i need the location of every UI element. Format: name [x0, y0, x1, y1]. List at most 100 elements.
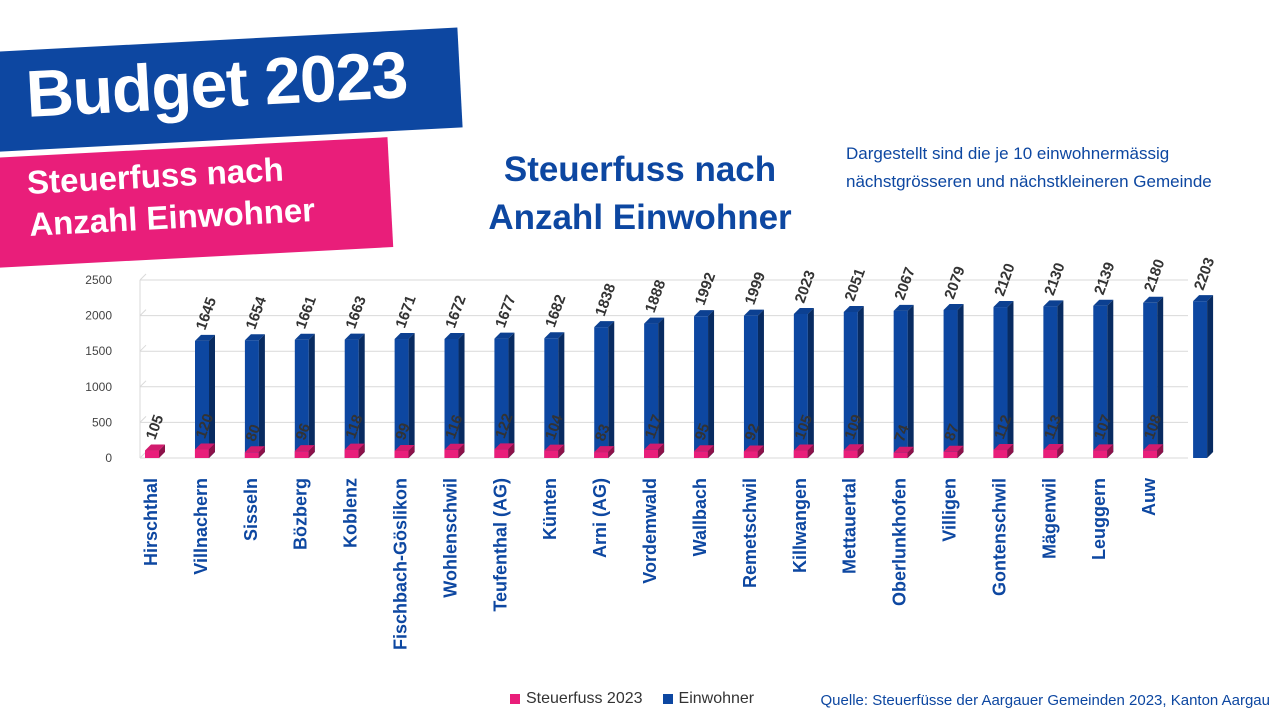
einwohner-bar-side: [957, 303, 964, 458]
steuerfuss-data-label: 87: [941, 422, 963, 443]
x-category-label: Sisseln: [241, 478, 261, 541]
einwohner-bar-side: [458, 332, 465, 458]
grid-line-depth: [139, 416, 147, 423]
einwohner-bar-top: [594, 321, 615, 328]
steuerfuss-bar-top: [145, 444, 165, 451]
einwohner-bar: [344, 339, 359, 458]
einwohner-bar: [244, 340, 259, 458]
steuerfuss-bar: [244, 452, 259, 458]
einwohner-bar-top: [1193, 295, 1214, 302]
einwohner-bar-side: [408, 333, 415, 458]
steuerfuss-bar-top: [693, 445, 714, 452]
einwohner-bar: [1193, 301, 1208, 458]
chart-note-line2: nächstgrösseren und nächstkleineren Geme…: [846, 172, 1212, 191]
x-category-label: Wohlenschwil: [440, 478, 460, 598]
einwohner-bar-side: [308, 333, 315, 458]
steuerfuss-bar-top: [544, 444, 565, 451]
y-tick-label: 0: [105, 451, 112, 465]
einwohner-bar-side: [358, 333, 365, 458]
x-category-label: Arni (AG): [590, 478, 610, 558]
einwohner-bar: [943, 309, 958, 458]
einwohner-bar-side: [757, 309, 764, 458]
legend-label-steuerfuss: Steuerfuss 2023: [526, 690, 643, 707]
steuerfuss-bar-side: [608, 446, 615, 458]
x-category-label: Hirschthal: [141, 478, 161, 566]
einwohner-bar-side: [209, 334, 215, 458]
steuerfuss-bar-side: [757, 445, 764, 458]
einwohner-data-label: 1661: [293, 294, 320, 331]
einwohner-data-label: 2023: [792, 268, 819, 305]
steuerfuss-bar-top: [344, 443, 365, 450]
x-category-label: Teufenthal (AG): [490, 478, 510, 612]
steuerfuss-bar: [644, 449, 659, 458]
chart-title-line1: Steuerfuss nach: [503, 150, 777, 189]
einwohner-data-label: 1888: [642, 278, 669, 315]
y-tick-label: 1500: [85, 344, 112, 358]
steuerfuss-bar: [993, 450, 1008, 458]
steuerfuss-bar-top: [793, 444, 814, 451]
einwohner-data-label: 1663: [342, 294, 369, 331]
steuerfuss-bar-side: [408, 444, 415, 458]
steuerfuss-bar-side: [258, 446, 265, 458]
grid-line-depth: [139, 309, 147, 316]
x-category-label: Remetschwil: [740, 478, 760, 588]
steuerfuss-bar: [194, 449, 209, 458]
einwohner-data-label: 2130: [1041, 261, 1068, 298]
einwohner-bar-side: [1007, 301, 1014, 458]
einwohner-bar: [843, 311, 858, 458]
steuerfuss-data-label: 99: [392, 421, 414, 442]
einwohner-bar: [694, 316, 709, 458]
x-category-label: Killwangen: [790, 478, 810, 573]
y-tick-label: 2000: [85, 309, 112, 323]
steuerfuss-bar-top: [943, 445, 964, 452]
x-category-label: Leuggern: [1089, 478, 1109, 560]
steuerfuss-data-label: 83: [592, 422, 614, 443]
steuerfuss-bar-side: [1107, 444, 1114, 458]
x-category-label: Künten: [540, 478, 560, 540]
einwohner-data-label: 1671: [392, 293, 419, 330]
einwohner-bar-side: [1157, 296, 1164, 458]
einwohner-bar: [793, 313, 808, 458]
chart-note: Dargestellt sind die je 10 einwohnermäss…: [846, 140, 1276, 196]
legend-item-steuerfuss: Steuerfuss 2023: [510, 690, 643, 708]
einwohner-bar-side: [1107, 299, 1114, 458]
steuerfuss-bar-side: [1007, 444, 1014, 458]
einwohner-bar-side: [1057, 300, 1064, 458]
einwohner-bar-top: [394, 333, 415, 340]
y-tick-label: 2500: [85, 273, 112, 287]
steuerfuss-bar-top: [743, 445, 764, 452]
einwohner-data-label: 1992: [692, 270, 719, 307]
einwohner-bar-top: [694, 310, 715, 317]
steuerfuss-bar-side: [558, 444, 565, 458]
einwohner-bar: [494, 338, 509, 458]
einwohner-bar: [294, 339, 309, 458]
einwohner-bar-top: [294, 333, 315, 340]
steuerfuss-bar: [444, 449, 459, 458]
steuerfuss-data-label: 96: [292, 421, 314, 442]
einwohner-bar-top: [644, 317, 665, 324]
einwohner-bar: [444, 338, 459, 458]
einwohner-bar-side: [658, 317, 665, 458]
x-category-label: Wallbach: [690, 478, 710, 556]
x-category-label: Vordemwald: [640, 478, 660, 584]
steuerfuss-data-label: 105: [143, 413, 168, 442]
einwohner-bar-top: [244, 334, 265, 341]
steuerfuss-bar-side: [1157, 444, 1164, 458]
x-category-label: Bözberg: [291, 478, 311, 550]
grid-line-depth: [139, 380, 147, 388]
steuerfuss-bar: [1143, 450, 1158, 458]
einwohner-bar: [993, 307, 1008, 458]
einwohner-bar-side: [907, 304, 914, 458]
steuerfuss-bar: [394, 450, 409, 458]
einwohner-bar-top: [1143, 296, 1164, 303]
einwohner-bar-top: [444, 332, 465, 339]
einwohner-bar-side: [258, 334, 265, 458]
einwohner-data-label: 2067: [891, 265, 918, 302]
source-note: Quelle: Steuerfüsse der Aargauer Gemeind…: [820, 692, 1270, 709]
steuerfuss-bar-side: [508, 443, 515, 458]
einwohner-bar: [594, 327, 609, 458]
grid-line-depth: [139, 344, 147, 352]
einwohner-data-label: 1682: [542, 292, 569, 329]
legend-item-einwohner: Einwohner: [662, 690, 754, 708]
